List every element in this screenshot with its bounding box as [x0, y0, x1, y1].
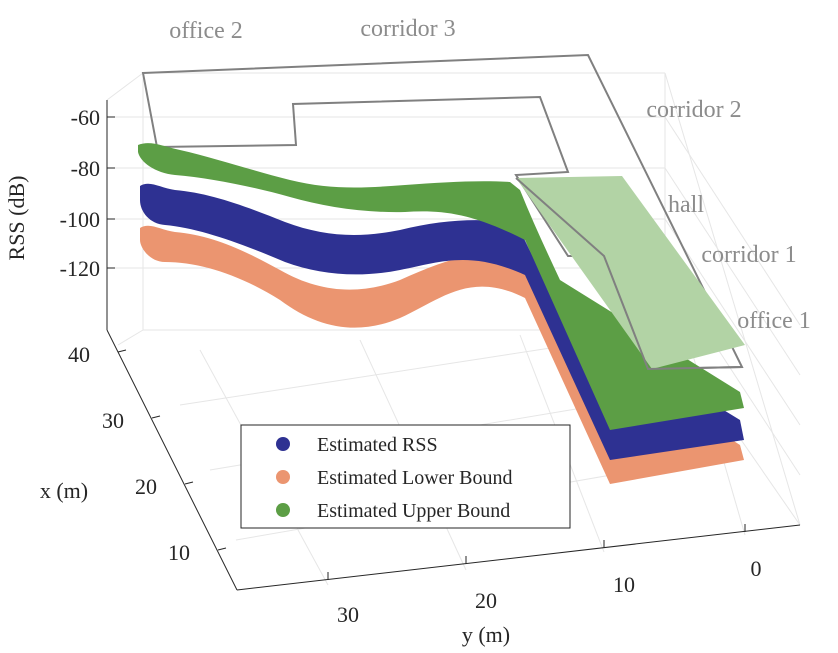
x-tick-label: 10 — [168, 540, 190, 565]
x-axis-label: x (m) — [40, 478, 88, 503]
z-tick-label: -100 — [60, 207, 100, 232]
legend-label-rss: Estimated RSS — [317, 434, 438, 456]
area-label-hall: hall — [668, 192, 704, 218]
grid-line — [664, 167, 801, 376]
y-tick-label: 30 — [337, 602, 359, 627]
grid-line — [179, 344, 571, 406]
legend-marker-rss — [276, 437, 290, 451]
upper-bound-surface — [138, 143, 745, 431]
x-tick-label: 40 — [68, 342, 90, 367]
legend-marker-upper — [276, 503, 290, 517]
grid-line — [664, 72, 801, 526]
y-tick-label: 0 — [751, 556, 762, 581]
upper-bound-hall-plateau — [516, 176, 745, 369]
tick-marks — [107, 116, 746, 580]
tick-mark — [217, 547, 227, 551]
y-tick-label: 20 — [475, 588, 497, 613]
x-axis-line — [106, 329, 238, 591]
z-tick-label: -80 — [71, 156, 100, 181]
x-tick-label: 30 — [102, 408, 124, 433]
grid-line — [117, 329, 144, 346]
tick-mark — [117, 349, 127, 353]
grid-line — [664, 218, 801, 426]
z-tick-label: -60 — [71, 105, 100, 130]
tick-mark — [184, 481, 194, 485]
grid-line — [664, 116, 801, 326]
area-label-corridor-3: corridor 3 — [360, 16, 455, 42]
x-tick-label: 20 — [135, 474, 157, 499]
upper-bound-band — [138, 143, 744, 431]
z-axis-label: RSS (dB) — [4, 176, 29, 261]
legend-label-upper: Estimated Upper Bound — [317, 500, 510, 522]
floorplan-outline-front — [515, 177, 743, 371]
legend: Estimated RSS Estimated Lower Bound Esti… — [240, 424, 571, 529]
legend-marker-lower — [276, 470, 290, 484]
axes — [106, 100, 801, 591]
y-axis-line — [236, 524, 801, 591]
legend-box — [240, 424, 571, 529]
area-label-corridor-2: corridor 2 — [646, 97, 741, 123]
area-label-office-2: office 2 — [169, 18, 243, 44]
tick-mark — [151, 415, 161, 419]
legend-label-lower: Estimated Lower Bound — [317, 467, 513, 489]
y-tick-label: 10 — [613, 572, 635, 597]
area-label-office-1: office 1 — [737, 308, 811, 334]
grid-line — [106, 72, 144, 101]
z-tick-label: -120 — [60, 256, 100, 281]
y-axis-label: y (m) — [462, 622, 510, 647]
area-label-corridor-1: corridor 1 — [701, 242, 796, 268]
